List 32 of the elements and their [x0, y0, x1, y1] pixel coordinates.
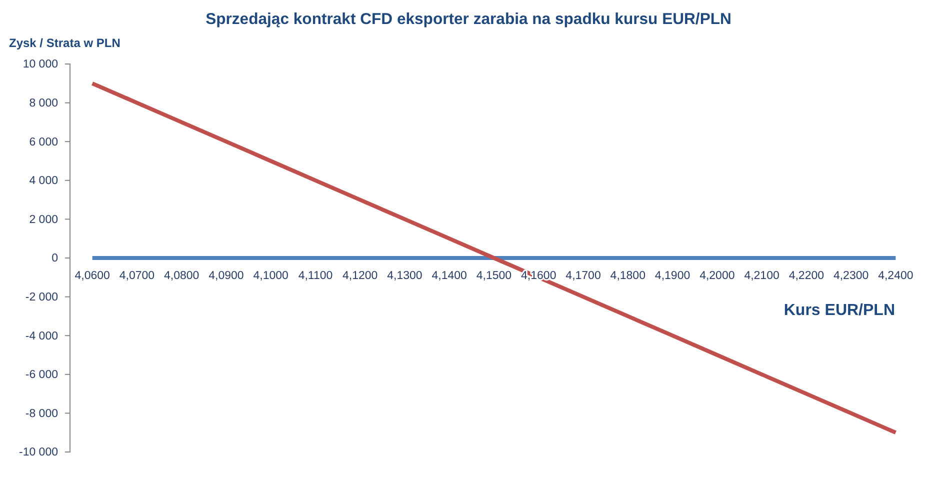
x-tick-label: 4,1700: [566, 270, 601, 282]
x-tick-label: 4,2100: [744, 270, 780, 282]
y-tick-label: 0: [52, 252, 58, 265]
y-tick-label: 4 000: [29, 175, 58, 188]
x-tick-label: 4,1400: [432, 270, 467, 282]
y-tick-label: -10 000: [18, 446, 58, 459]
y-axis-title: Zysk / Strata w PLN: [9, 36, 120, 50]
y-tick-label: -6 000: [25, 369, 58, 382]
x-tick-label: 4,1100: [298, 270, 333, 282]
x-tick-label: 4,0900: [208, 270, 244, 282]
y-tick-label: 10 000: [22, 58, 58, 71]
x-tick-label: 4,1000: [253, 270, 288, 282]
x-tick-label: 4,2300: [833, 270, 869, 282]
y-tick-label: 2 000: [29, 214, 58, 226]
y-tick-label: 6 000: [29, 136, 58, 148]
x-tick-label: 4,2400: [878, 270, 914, 282]
x-tick-label: 4,1500: [476, 270, 512, 282]
y-tick-label: -2 000: [25, 291, 58, 304]
x-tick-label: 4,0700: [119, 270, 155, 282]
x-tick-label: 4,2000: [700, 270, 735, 282]
chart-title: Sprzedając kontrakt CFD eksporter zarabia na spadku kursu EUR/PLN: [206, 11, 732, 28]
x-tick-label: 4,1800: [610, 270, 646, 282]
x-tick-label: 4,2200: [788, 270, 824, 282]
y-tick-label: -4 000: [25, 330, 58, 342]
x-tick-label: 4,0800: [164, 270, 200, 282]
x-tick-label: 4,1900: [654, 270, 690, 282]
x-axis-title: Kurs EUR/PLN: [784, 302, 895, 319]
x-tick-label: 4,0600: [74, 270, 110, 282]
x-tick-label: 4,1300: [387, 270, 422, 282]
y-tick-label: -8 000: [25, 408, 58, 420]
y-tick-label: 8 000: [29, 97, 58, 110]
x-tick-label: 4,1200: [342, 270, 378, 282]
